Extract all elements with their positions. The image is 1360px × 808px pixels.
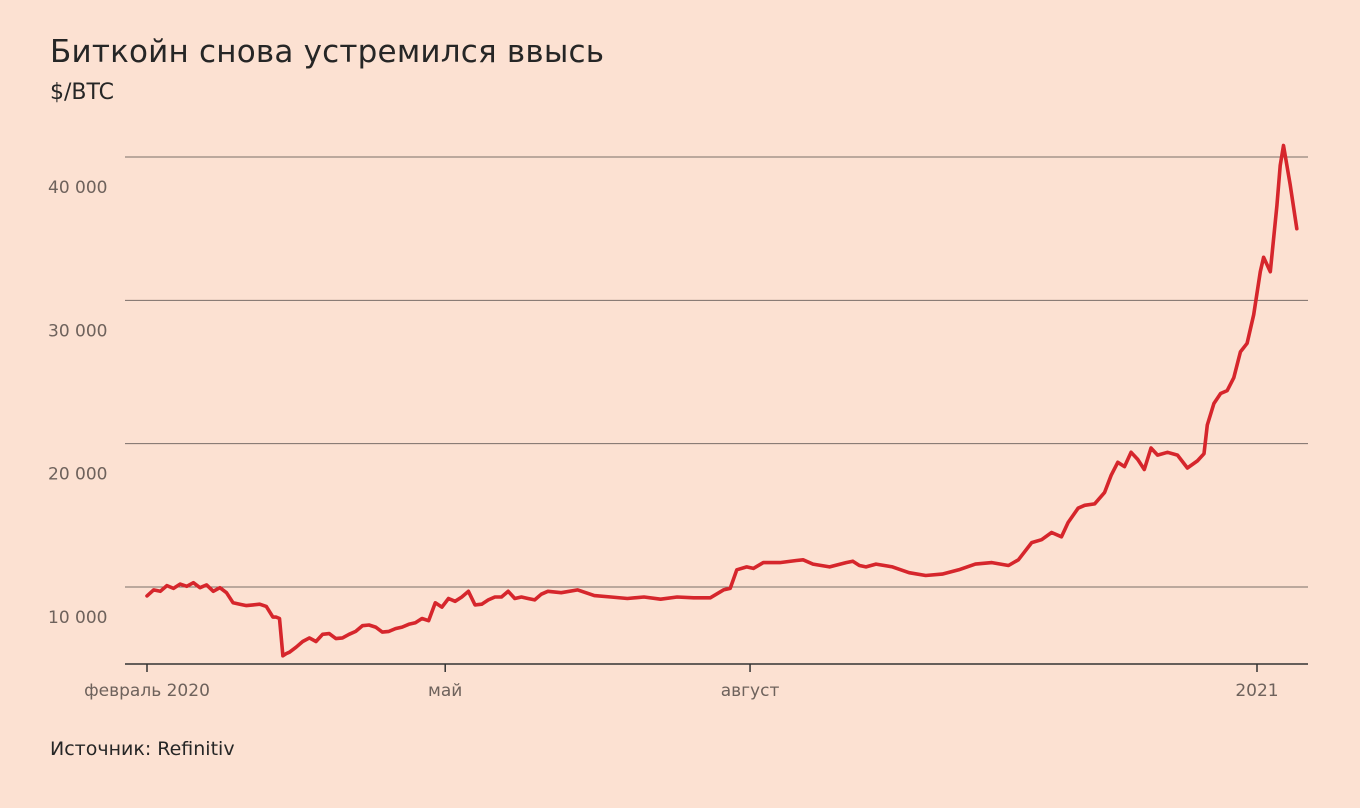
source-note: Источник: Refinitiv: [50, 738, 235, 760]
series-group: [145, 143, 1299, 658]
x-tick-label: 2021: [1235, 681, 1278, 701]
y-axis-labels: 10 000 20 000 30 000 40 000: [48, 178, 107, 628]
y-tick-label: 40 000: [48, 178, 107, 198]
gridlines: [125, 156, 1308, 588]
chart-title: Биткойн снова устремился ввысь: [50, 34, 605, 70]
x-tick-label: август: [721, 681, 780, 701]
y-tick-label: 10 000: [48, 608, 107, 628]
y-tick-label: 20 000: [48, 465, 107, 485]
x-tick-label: май: [428, 681, 462, 701]
y-tick-label: 30 000: [48, 321, 107, 341]
x-axis: февраль 2020 май август 2021: [84, 663, 1308, 701]
x-tick-label: февраль 2020: [84, 681, 210, 701]
chart-unit-label: $/BTC: [50, 80, 115, 105]
series-line-btc-price: [145, 143, 1299, 658]
